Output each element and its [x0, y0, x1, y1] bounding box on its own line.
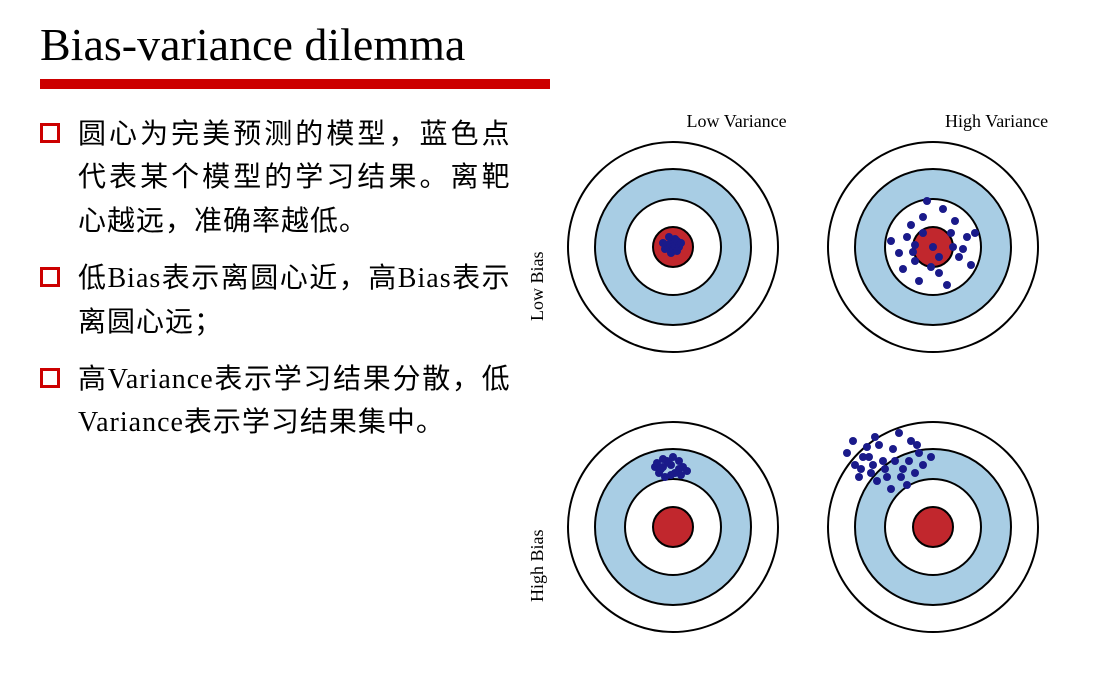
bullet-text: 圆心为完美预测的模型，蓝色点代表某个模型的学习结果。离靶心越远，准确率越低。 [78, 113, 511, 243]
bullet-icon [40, 267, 60, 287]
list-item: 圆心为完美预测的模型，蓝色点代表某个模型的学习结果。离靶心越远，准确率越低。 [40, 113, 511, 243]
bullet-list: 圆心为完美预测的模型，蓝色点代表某个模型的学习结果。离靶心越远，准确率越低。 低… [40, 111, 511, 671]
bullet-icon [40, 368, 60, 388]
bullet-icon [40, 123, 60, 143]
target-2 [563, 417, 783, 637]
bullet-text: 高Variance表示学习结果分散，低Variance表示学习结果集中。 [78, 358, 511, 445]
bullet-text: 低Bias表示离圆心近，高Bias表示离圆心远； [78, 257, 511, 344]
target-0 [563, 137, 783, 357]
page-title: Bias-variance dilemma [40, 18, 1056, 71]
list-item: 低Bias表示离圆心近，高Bias表示离圆心远； [40, 257, 511, 344]
column-label: High Variance [907, 111, 1087, 132]
bias-variance-diagram: Low VarianceHigh VarianceLow BiasHigh Bi… [527, 111, 1056, 671]
list-item: 高Variance表示学习结果分散，低Variance表示学习结果集中。 [40, 358, 511, 445]
row-label: Low Bias [527, 226, 548, 346]
title-underline [40, 79, 550, 89]
target-3 [823, 417, 1043, 637]
column-label: Low Variance [647, 111, 827, 132]
target-1 [823, 137, 1043, 357]
row-label: High Bias [527, 506, 548, 626]
